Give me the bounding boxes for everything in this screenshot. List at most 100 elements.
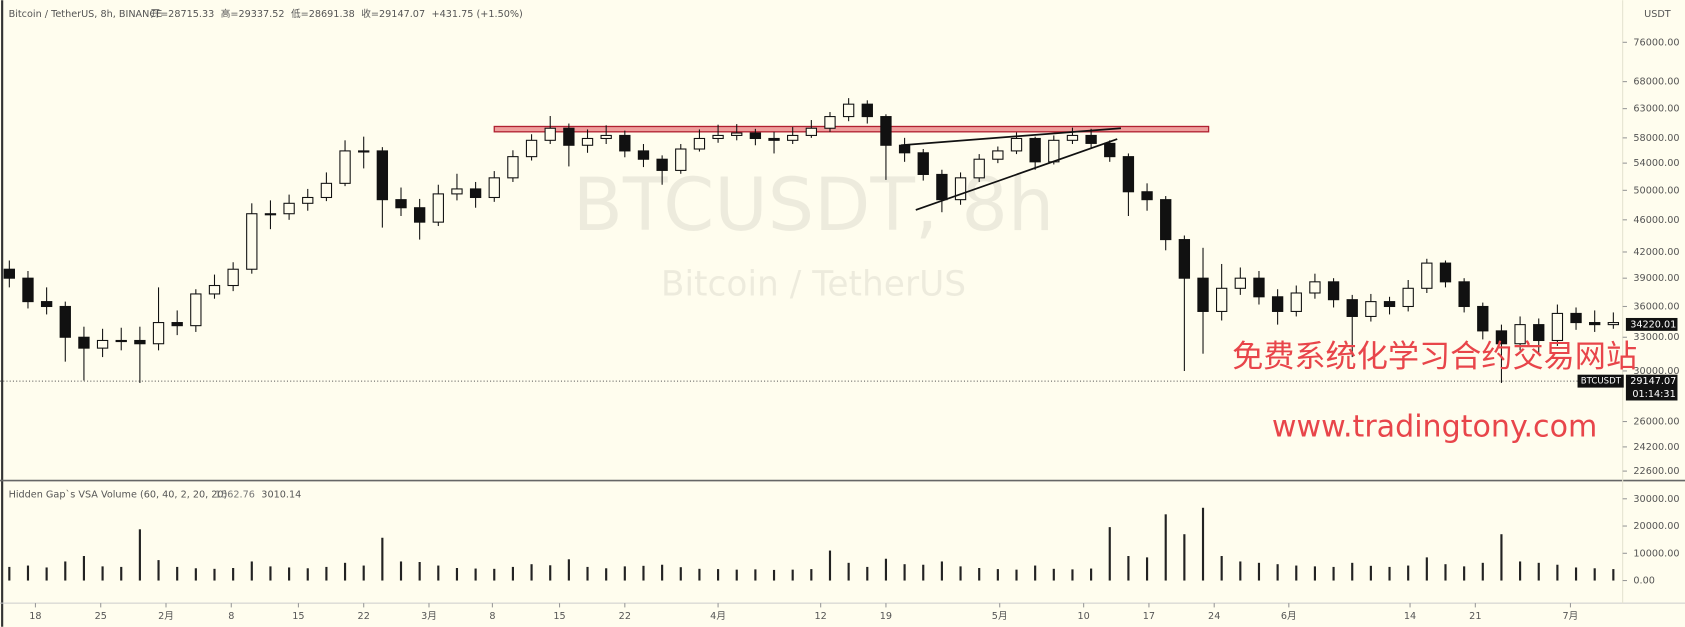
volume-bar xyxy=(1090,568,1093,581)
trendline xyxy=(900,127,1122,147)
volume-bar xyxy=(288,567,291,581)
indicator-value: 1562.76 xyxy=(215,490,255,501)
volume-bar xyxy=(213,568,216,581)
candle-body xyxy=(339,150,351,184)
price-pane xyxy=(0,98,1623,383)
candle-body xyxy=(563,127,575,146)
currency: USDT xyxy=(1644,9,1671,20)
header-value: 低=28691.38 xyxy=(291,8,355,20)
x-tick-label: 14 xyxy=(1404,611,1416,622)
candle-body xyxy=(787,134,799,141)
candle-body xyxy=(59,305,71,338)
volume-bar xyxy=(418,562,421,581)
volume-bar xyxy=(1015,569,1018,581)
volume-bar xyxy=(138,529,141,581)
volume-bar xyxy=(1220,556,1223,581)
volume-bar xyxy=(493,568,496,581)
volume-bar xyxy=(847,562,850,581)
volume-bar xyxy=(101,566,104,581)
candle-body xyxy=(358,150,370,153)
volume-bar xyxy=(176,566,179,581)
volume-bar xyxy=(64,561,67,581)
volume-bar xyxy=(1574,567,1578,581)
volume-bar xyxy=(549,565,552,581)
volume-bar xyxy=(1239,561,1242,581)
candle-body xyxy=(600,134,612,140)
volume-bar xyxy=(1500,534,1503,581)
candle-body xyxy=(227,268,239,287)
volume-bar xyxy=(1593,568,1596,581)
volume-bar xyxy=(306,568,309,581)
header-value: 收=29147.07 xyxy=(361,8,425,20)
candle-body xyxy=(749,132,762,140)
symbol-tag: BTCUSDT xyxy=(1581,377,1622,387)
x-tick-label: 19 xyxy=(880,611,892,622)
y-tick-label: 42000.00 xyxy=(1633,247,1679,258)
candle-body xyxy=(693,137,706,150)
y-tick-label: 30000.00 xyxy=(1633,366,1679,377)
volume-bar xyxy=(642,565,645,581)
candle-body xyxy=(3,268,15,279)
price-label: 34220.01 xyxy=(1630,319,1676,330)
candle-body xyxy=(190,293,202,327)
x-tick-label: 3月 xyxy=(421,611,437,622)
volume-bar xyxy=(1276,564,1279,581)
header-value: 高=29337.52 xyxy=(221,8,285,20)
candle-body xyxy=(376,150,389,201)
candle-body xyxy=(413,207,426,223)
indicator-value: 3010.14 xyxy=(261,490,301,501)
candle-body xyxy=(1253,277,1265,298)
y-tick-label: 10000.00 xyxy=(1633,548,1679,559)
candle-body xyxy=(1104,142,1116,158)
candle-body xyxy=(619,134,631,152)
volume-bar xyxy=(1351,562,1354,581)
candle-body xyxy=(22,277,34,303)
volume-bar xyxy=(455,568,459,581)
candle-body xyxy=(78,336,90,349)
y-tick-label: 20000.00 xyxy=(1633,521,1679,532)
volume-bar xyxy=(1108,527,1111,581)
volume-bar xyxy=(1556,564,1559,581)
candle-body xyxy=(917,152,929,175)
x-tick-label: 6月 xyxy=(1281,611,1297,622)
volume-bar xyxy=(866,566,869,581)
candle-body xyxy=(1029,137,1041,163)
y-tick-label: 63000.00 xyxy=(1633,104,1679,115)
volume-bar xyxy=(1257,562,1261,581)
candle-body xyxy=(1570,312,1582,324)
x-tick-label: 5月 xyxy=(992,611,1008,622)
volume-bar xyxy=(1463,566,1466,581)
volume-bar xyxy=(586,566,589,581)
candle-body xyxy=(525,139,538,158)
candle-body xyxy=(1533,324,1545,342)
volume-bar xyxy=(996,569,999,581)
candle-body xyxy=(134,339,146,345)
axes: 22600.00 24200.00 26000.00 30000.00 33000.00… xyxy=(29,37,1679,622)
candle-body xyxy=(1010,137,1023,152)
indicator-title: Hidden Gap`s VSA Volume (60, 40, 2, 20, … xyxy=(9,489,228,501)
volume-bar xyxy=(82,556,86,581)
x-tick-label: 24 xyxy=(1208,611,1220,622)
volume-bar xyxy=(1612,569,1615,581)
x-tick-label: 22 xyxy=(358,611,370,622)
candle-body xyxy=(1048,139,1060,163)
y-tick-label: 68000.00 xyxy=(1633,77,1679,88)
x-tick-label: 2月 xyxy=(158,611,174,622)
volume-bar xyxy=(679,567,682,581)
volume-bar xyxy=(1481,562,1484,581)
countdown: 01:14:31 xyxy=(1632,389,1675,400)
candle-body xyxy=(1495,330,1508,345)
y-tick-label: 36000.00 xyxy=(1633,301,1679,312)
volume-bar xyxy=(232,568,235,581)
promo-title: 免费系统化学习合约交易网站 xyxy=(1232,339,1637,375)
candle-body xyxy=(1178,239,1191,279)
watermark-name: Bitcoin / TetherUS xyxy=(661,265,966,305)
header-value: 开=28715.33 xyxy=(150,9,214,20)
candle-body xyxy=(675,148,687,171)
candle-body xyxy=(842,103,855,118)
candle-body xyxy=(152,322,165,345)
candle-body xyxy=(1607,322,1620,326)
candle-body xyxy=(731,132,743,136)
